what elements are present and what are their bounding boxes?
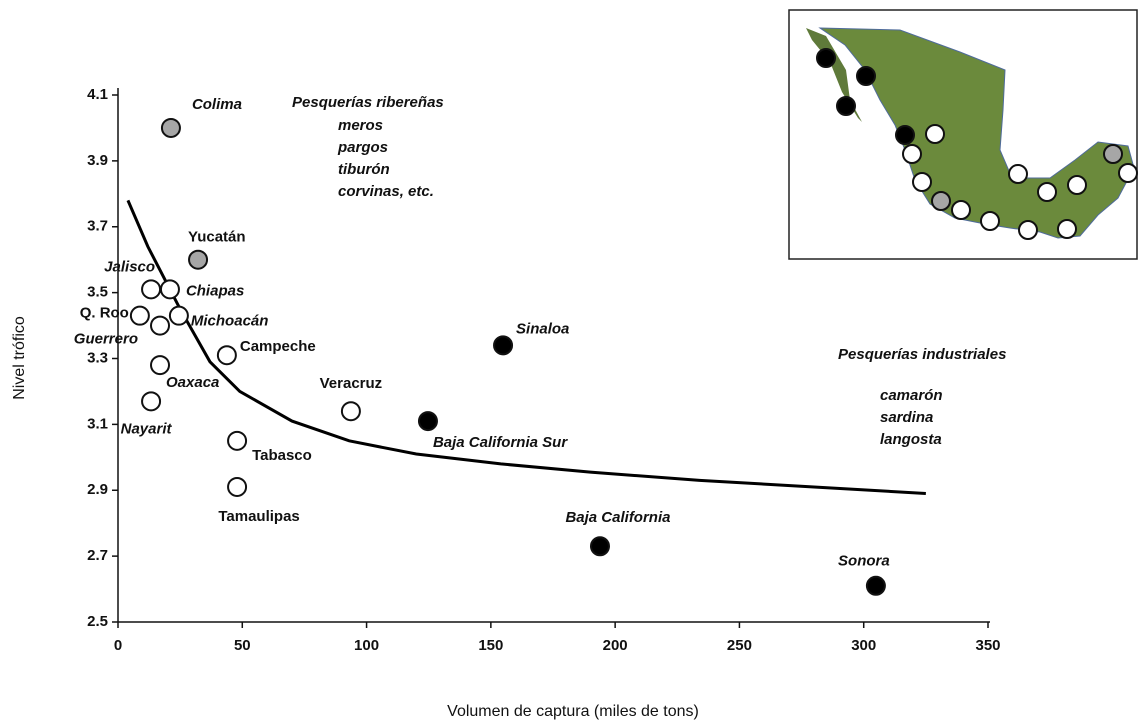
- x-tick-label: 200: [603, 637, 628, 654]
- map-dot: [981, 212, 999, 230]
- chart: Volumen de captura (miles de tons) Nivel…: [0, 0, 1143, 725]
- annotation-title: Pesquerías industriales: [838, 346, 1006, 363]
- point: [228, 478, 246, 496]
- point-label: Veracruz: [320, 375, 383, 392]
- x-axis-label: Volumen de captura (miles de tons): [447, 703, 699, 720]
- map-dot: [1104, 145, 1122, 163]
- point-label: Sonora: [838, 553, 890, 570]
- map-dot: [896, 126, 914, 144]
- map-dot: [932, 192, 950, 210]
- annotation-item: tiburón: [338, 161, 390, 178]
- x-tick-label: 250: [727, 637, 752, 654]
- map-dot: [817, 49, 835, 67]
- y-tick-label: 3.3: [87, 349, 108, 366]
- point-label: Tamaulipas: [218, 508, 299, 525]
- map-dot: [1058, 220, 1076, 238]
- point: [161, 280, 179, 298]
- annotation-item: pargos: [337, 139, 388, 156]
- point-label: Yucatán: [188, 229, 246, 246]
- page: {"chart_data": {"type": "scatter", "x_la…: [0, 0, 1143, 725]
- point-label: Nayarit: [121, 420, 173, 437]
- annotation-item: langosta: [880, 431, 942, 448]
- y-tick-label: 3.5: [87, 284, 108, 301]
- point-label: Q. Roo: [80, 305, 129, 322]
- point-label: Oaxaca: [166, 374, 219, 391]
- x-tick-label: 50: [234, 637, 251, 654]
- point: [151, 317, 169, 335]
- point: [228, 432, 246, 450]
- point: [342, 402, 360, 420]
- point: [591, 537, 609, 555]
- x-tick-label: 0: [114, 637, 122, 654]
- map-inset: [789, 10, 1137, 259]
- point: [189, 251, 207, 269]
- point: [131, 307, 149, 325]
- point: [867, 577, 885, 595]
- map-dot: [837, 97, 855, 115]
- y-tick-label: 3.7: [87, 218, 108, 235]
- point-label: Guerrero: [74, 331, 138, 348]
- annotation-item: meros: [338, 117, 383, 134]
- point-label: Baja California Sur: [433, 434, 568, 451]
- point: [151, 356, 169, 374]
- x-tick-label: 300: [851, 637, 876, 654]
- map-dot: [913, 173, 931, 191]
- point: [419, 412, 437, 430]
- y-tick-label: 4.1: [87, 86, 108, 103]
- y-tick-label: 2.7: [87, 547, 108, 564]
- point-label: Campeche: [240, 338, 316, 355]
- x-tick-label: 350: [975, 637, 1000, 654]
- map-dot: [857, 67, 875, 85]
- point-label: Tabasco: [252, 447, 312, 464]
- annotation-title: Pesquerías ribereñas: [292, 94, 444, 111]
- point-label: Chiapas: [186, 282, 244, 299]
- point-label: Colima: [192, 96, 242, 113]
- map-dot: [926, 125, 944, 143]
- y-tick-label: 3.9: [87, 152, 108, 169]
- point: [142, 280, 160, 298]
- map-dot: [1038, 183, 1056, 201]
- point-label: Baja California: [565, 509, 670, 526]
- point: [162, 119, 180, 137]
- map-dot: [952, 201, 970, 219]
- point: [142, 392, 160, 410]
- point-label: Michoacán: [191, 313, 269, 330]
- x-tick-label: 100: [354, 637, 379, 654]
- map-dot: [1009, 165, 1027, 183]
- point: [494, 336, 512, 354]
- point-label: Jalisco: [104, 258, 155, 275]
- map-dot: [1119, 164, 1137, 182]
- y-tick-label: 3.1: [87, 415, 108, 432]
- map-dot: [1019, 221, 1037, 239]
- annotation-item: sardina: [880, 409, 933, 426]
- point: [170, 307, 188, 325]
- point-label: Sinaloa: [516, 320, 569, 337]
- y-axis-label: Nivel trófico: [11, 316, 28, 400]
- point: [218, 346, 236, 364]
- annotation-item: corvinas, etc.: [338, 183, 434, 200]
- map-dot: [1068, 176, 1086, 194]
- y-tick-label: 2.9: [87, 481, 108, 498]
- map-dot: [903, 145, 921, 163]
- y-tick-label: 2.5: [87, 613, 108, 630]
- annotation-item: camarón: [880, 387, 943, 404]
- x-tick-label: 150: [478, 637, 503, 654]
